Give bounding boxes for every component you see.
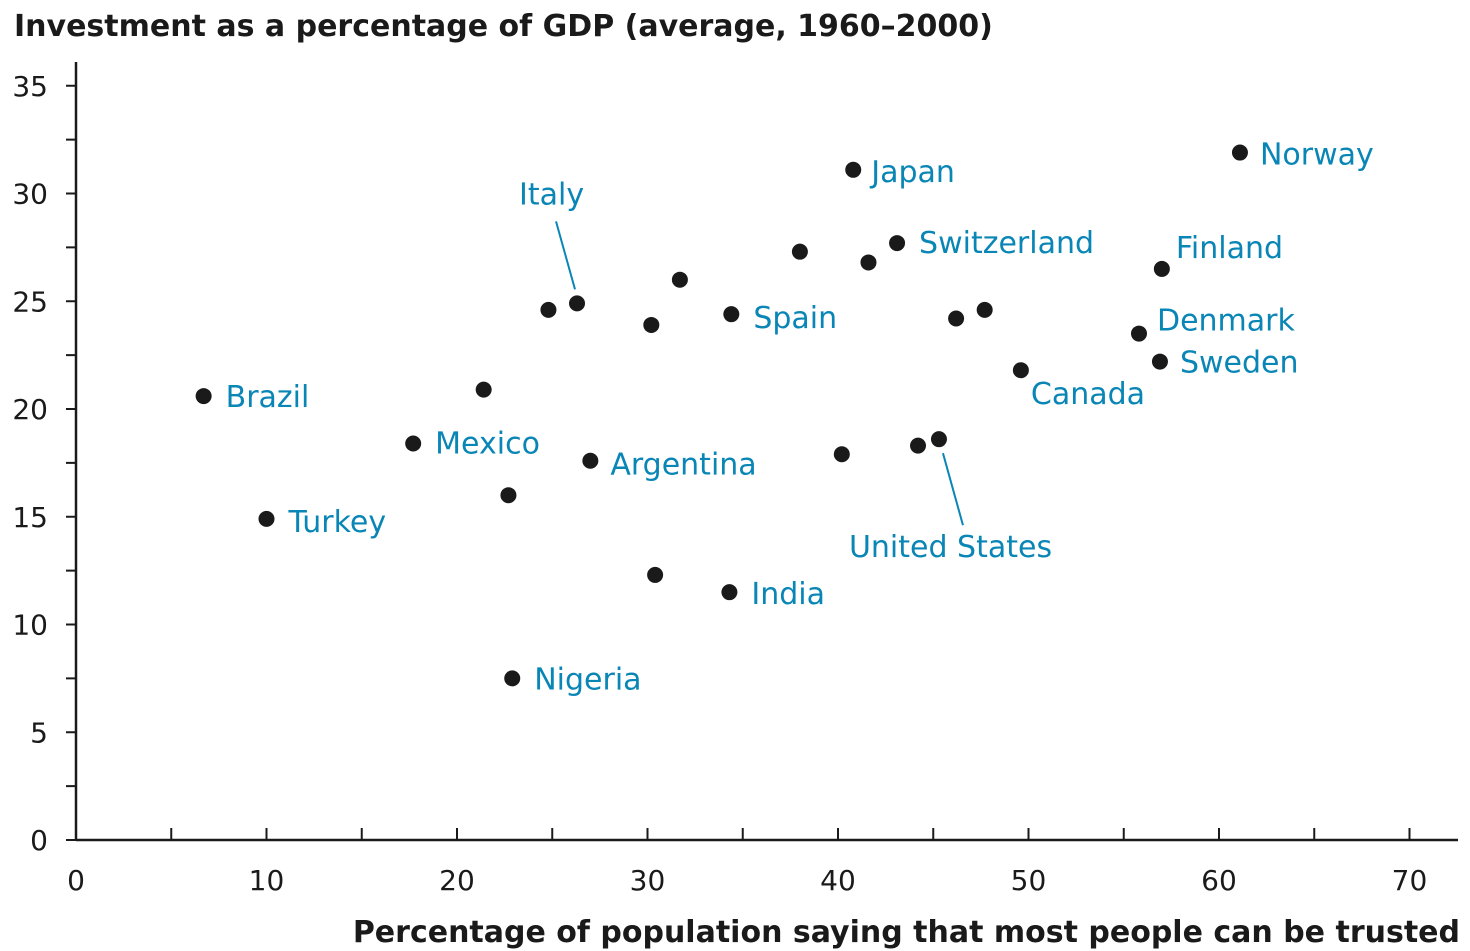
point-label-italy: Italy <box>519 177 584 212</box>
data-point <box>569 295 586 312</box>
point-label-mexico: Mexico <box>435 426 540 461</box>
data-point <box>1153 260 1170 277</box>
data-point <box>647 566 664 583</box>
point-label-denmark: Denmark <box>1157 304 1296 339</box>
y-tick-label: 15 <box>12 501 48 534</box>
data-point <box>405 435 422 452</box>
data-point <box>1151 353 1168 370</box>
point-label-finland: Finland <box>1176 231 1283 266</box>
chart-title: Investment as a percentage of GDP (avera… <box>14 9 993 44</box>
data-point <box>791 243 808 260</box>
point-label-norway: Norway <box>1260 138 1374 173</box>
data-point <box>845 161 862 178</box>
point-label-switzerland: Switzerland <box>919 226 1094 261</box>
x-tick-label: 50 <box>1011 864 1047 897</box>
point-label-nigeria: Nigeria <box>534 662 641 697</box>
data-point <box>860 254 877 271</box>
point-label-united-states: United States <box>849 530 1052 565</box>
data-point <box>930 431 947 448</box>
data-point <box>976 301 993 318</box>
y-tick-label: 30 <box>12 178 48 211</box>
x-tick-label: 40 <box>820 864 856 897</box>
leader-line <box>555 221 576 290</box>
y-tick-label: 5 <box>30 716 48 749</box>
leader-lines <box>555 221 964 526</box>
data-point <box>671 271 688 288</box>
data-point <box>258 510 275 527</box>
data-point <box>643 316 660 333</box>
point-label-turkey: Turkey <box>288 505 387 540</box>
point-label-india: India <box>751 577 825 612</box>
data-point <box>1231 144 1248 161</box>
point-labels: Brazil Turkey Mexico Nigeria Italy Argentina I… <box>226 138 1374 698</box>
x-tick-label: 70 <box>1392 864 1428 897</box>
data-point <box>948 310 965 327</box>
y-tick-label: 20 <box>12 393 48 426</box>
data-point <box>504 670 521 687</box>
data-point <box>582 452 599 469</box>
y-tick-label: 0 <box>30 824 48 857</box>
data-point <box>195 388 212 405</box>
data-point <box>721 584 738 601</box>
leader-line <box>942 452 964 526</box>
data-point <box>1012 362 1029 379</box>
x-tick-label: 10 <box>249 864 285 897</box>
point-label-spain: Spain <box>753 301 837 336</box>
point-label-brazil: Brazil <box>226 380 310 415</box>
data-point <box>910 437 927 454</box>
data-point <box>723 306 740 323</box>
x-tick-label: 30 <box>630 864 666 897</box>
y-tick-label: 35 <box>12 70 48 103</box>
y-tick-label: 25 <box>12 285 48 318</box>
point-label-japan: Japan <box>869 155 955 190</box>
point-label-canada: Canada <box>1031 377 1145 412</box>
point-label-argentina: Argentina <box>610 448 756 483</box>
x-tick-label: 60 <box>1201 864 1237 897</box>
data-point <box>500 487 517 504</box>
data-point <box>889 235 906 252</box>
data-point <box>833 446 850 463</box>
data-point <box>1130 325 1147 342</box>
axes: 0 5 10 15 20 25 30 35 0 10 20 30 40 50 60 70 <box>12 62 1458 897</box>
x-tick-label: 20 <box>439 864 475 897</box>
data-point <box>475 381 492 398</box>
x-tick-label: 0 <box>67 864 85 897</box>
y-tick-label: 10 <box>12 609 48 642</box>
data-points <box>195 144 1248 687</box>
data-point <box>540 301 557 318</box>
point-label-sweden: Sweden <box>1180 346 1299 381</box>
x-axis-label: Percentage of population saying that mos… <box>353 915 1460 950</box>
